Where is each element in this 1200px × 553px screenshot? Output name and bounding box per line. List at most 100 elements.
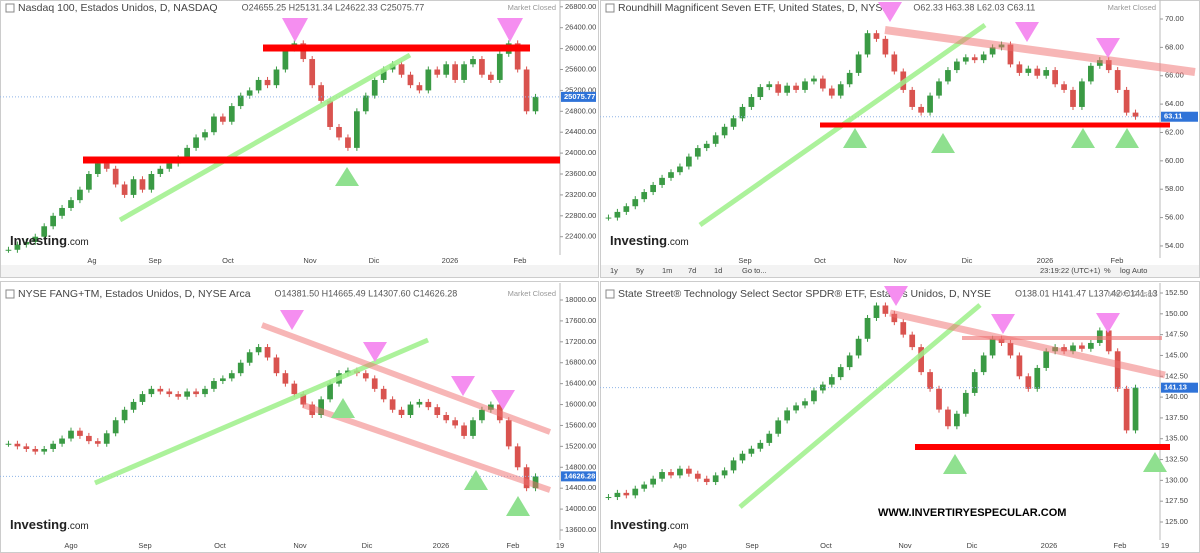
candle (139, 179, 146, 190)
candle (398, 409, 405, 416)
candle (273, 357, 280, 374)
candle (407, 74, 414, 86)
candle (470, 420, 476, 436)
candle (220, 378, 226, 382)
candle (211, 116, 217, 133)
candle (605, 497, 612, 499)
clock[interactable]: 23:19:22 (UTC+1) (1040, 266, 1101, 275)
candle (523, 69, 530, 112)
toolbar-bg (1, 265, 598, 277)
candle (1105, 60, 1112, 71)
ohlc: O62.33 H63.38 L62.03 C63.11 (913, 2, 1035, 12)
x-tick-label: Dic (362, 541, 373, 550)
candle (694, 473, 701, 479)
x-tick-label: Oct (814, 256, 827, 265)
candle (650, 478, 656, 485)
candle (14, 443, 21, 447)
option-button[interactable]: % (1104, 266, 1111, 275)
candle (686, 156, 692, 167)
range-button[interactable]: 5y (636, 266, 644, 275)
market-status: Market Closed (1108, 3, 1156, 12)
range-button[interactable]: 1y (610, 266, 618, 275)
y-tick-label: 23600.00 (565, 169, 596, 178)
resistance-line (889, 309, 1166, 379)
chart-panel: 54.00 56.00 58.00 60.00 62.00 64.00 66.00 68.00… (600, 0, 1198, 265)
candle (1016, 64, 1023, 73)
candle (989, 47, 996, 55)
bottom-marker (931, 133, 955, 153)
candle (766, 433, 773, 443)
logo-suffix: .com (67, 521, 89, 532)
y-tick-label: 16800.00 (565, 358, 596, 367)
candle (5, 249, 12, 251)
candle (641, 192, 648, 200)
candle (828, 377, 835, 385)
candle (837, 367, 844, 378)
top-marker (878, 2, 902, 22)
candle (980, 355, 987, 373)
candle (1025, 376, 1032, 389)
price-badge: 14626.28 (564, 471, 595, 480)
candle (1016, 355, 1023, 377)
option-button[interactable]: Auto (1132, 266, 1147, 275)
y-tick-label: 140.00 (1165, 392, 1188, 401)
candle (980, 54, 987, 61)
y-tick-label: 15600.00 (565, 420, 596, 429)
candle (703, 143, 710, 149)
range-button[interactable]: 1d (714, 266, 722, 275)
candle (416, 85, 423, 91)
candle (148, 388, 155, 395)
candle (255, 347, 262, 353)
bottom-marker (335, 167, 359, 186)
candle (757, 87, 764, 98)
candle (362, 95, 369, 112)
top-marker (363, 342, 387, 362)
candle (909, 89, 916, 107)
logo-main: Investing (10, 517, 67, 532)
candle (882, 38, 889, 55)
candle (828, 88, 835, 96)
y-tick-label: 18000.00 (565, 295, 596, 304)
candle (193, 391, 199, 395)
market-status: Market Closed (1108, 289, 1156, 298)
candle (452, 420, 458, 426)
resistance-line (884, 26, 1196, 76)
candle (246, 352, 253, 363)
candle (130, 179, 137, 195)
candle (1007, 44, 1014, 65)
x-tick-label: Oct (820, 541, 833, 550)
y-tick-label: 56.00 (1165, 213, 1184, 222)
goto-button[interactable]: Go to... (742, 266, 767, 275)
website: WWW.INVERTIRYESPECULAR.COM (878, 507, 1066, 519)
x-tick-label: 2026 (442, 256, 459, 265)
candle (380, 388, 387, 400)
candle (255, 79, 262, 91)
candle (1052, 70, 1058, 85)
candle (954, 413, 960, 427)
candle (121, 184, 128, 195)
logo-main: Investing (10, 233, 67, 248)
x-tick-label: Feb (507, 541, 520, 550)
candle (184, 391, 190, 397)
candle (416, 401, 423, 405)
candle (954, 61, 960, 71)
candle (425, 401, 432, 408)
candle (927, 95, 933, 113)
x-tick-label: Feb (1111, 256, 1124, 265)
option-button[interactable]: log (1120, 266, 1130, 275)
top-marker (1096, 313, 1120, 333)
candle (820, 78, 826, 89)
range-button[interactable]: 7d (688, 266, 696, 275)
y-tick-label: 25200.00 (565, 85, 596, 94)
range-button[interactable]: 1m (662, 266, 672, 275)
x-tick-label: Sep (138, 541, 151, 550)
candle (103, 163, 110, 169)
candle (470, 59, 476, 65)
candle (318, 399, 324, 416)
title-icon (605, 289, 615, 299)
y-tick-label: 26000.00 (565, 44, 596, 53)
y-tick-label: 24400.00 (565, 127, 596, 136)
candle (1088, 65, 1094, 82)
